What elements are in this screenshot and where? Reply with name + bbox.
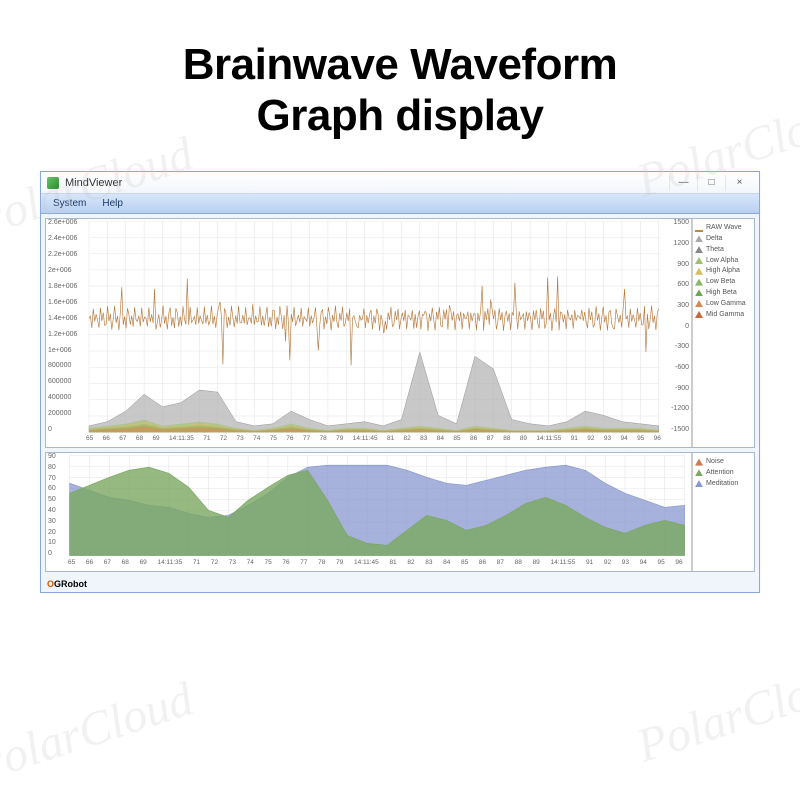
- esense-chart: 9080706050403020100 656667686914:11:3571…: [45, 452, 755, 572]
- left-axis: 2.6e+0062.4e+0062.2e+0062e+0061.8e+0061.…: [48, 219, 86, 433]
- window-title: MindViewer: [65, 177, 669, 189]
- brainwave-legend: RAW WaveDeltaThetaLow AlphaHigh AlphaLow…: [692, 219, 754, 447]
- menu-system[interactable]: System: [45, 196, 94, 211]
- esense-svg: [46, 453, 691, 571]
- page-title: Brainwave Waveform Graph display: [183, 40, 617, 141]
- legend-item: Delta: [695, 234, 752, 244]
- legend-item: Meditation: [695, 479, 752, 489]
- menubar: System Help: [41, 194, 759, 214]
- legend-item: Theta: [695, 245, 752, 255]
- menu-help[interactable]: Help: [94, 196, 131, 211]
- minimize-button[interactable]: —: [669, 175, 697, 191]
- footer-rest: GRobot: [54, 579, 87, 589]
- legend-item: Mid Gamma: [695, 310, 752, 320]
- esense-legend: NoiseAttentionMeditation: [692, 453, 754, 571]
- esense-plot: 9080706050403020100 656667686914:11:3571…: [46, 453, 692, 571]
- legend-item: Noise: [695, 457, 752, 467]
- legend-item: High Alpha: [695, 266, 752, 276]
- app-icon: [47, 177, 59, 189]
- legend-item: Low Gamma: [695, 299, 752, 309]
- brainwave-chart: 2.6e+0062.4e+0062.2e+0062e+0061.8e+0061.…: [45, 218, 755, 448]
- maximize-button[interactable]: □: [697, 175, 725, 191]
- left-axis: 9080706050403020100: [48, 453, 68, 557]
- x-axis: 656667686914:11:3571727374757677787914:1…: [86, 435, 661, 447]
- close-button[interactable]: ×: [725, 175, 753, 191]
- page-title-line1: Brainwave Waveform: [183, 40, 617, 91]
- titlebar[interactable]: MindViewer — □ ×: [41, 172, 759, 194]
- brainwave-plot: 2.6e+0062.4e+0062.2e+0062e+0061.8e+0061.…: [46, 219, 692, 447]
- legend-item: Low Beta: [695, 277, 752, 287]
- watermark: PolarCloud: [0, 671, 200, 793]
- legend-item: RAW Wave: [695, 223, 752, 233]
- legend-item: Attention: [695, 468, 752, 478]
- app-window: MindViewer — □ × System Help 2.6e+0062.4…: [40, 171, 760, 593]
- watermark: PolarCloud: [630, 651, 800, 773]
- footer-brand: OGRobot: [41, 576, 759, 592]
- legend-item: High Beta: [695, 288, 752, 298]
- page-title-line2: Graph display: [183, 91, 617, 142]
- brainwave-svg: [46, 219, 691, 447]
- legend-item: Low Alpha: [695, 256, 752, 266]
- footer-prefix: O: [47, 579, 54, 589]
- x-axis: 656667686914:11:3571727374757677787914:1…: [68, 559, 683, 571]
- right-axis: 150012009006003000-300-600-900-1200-1500: [663, 219, 691, 433]
